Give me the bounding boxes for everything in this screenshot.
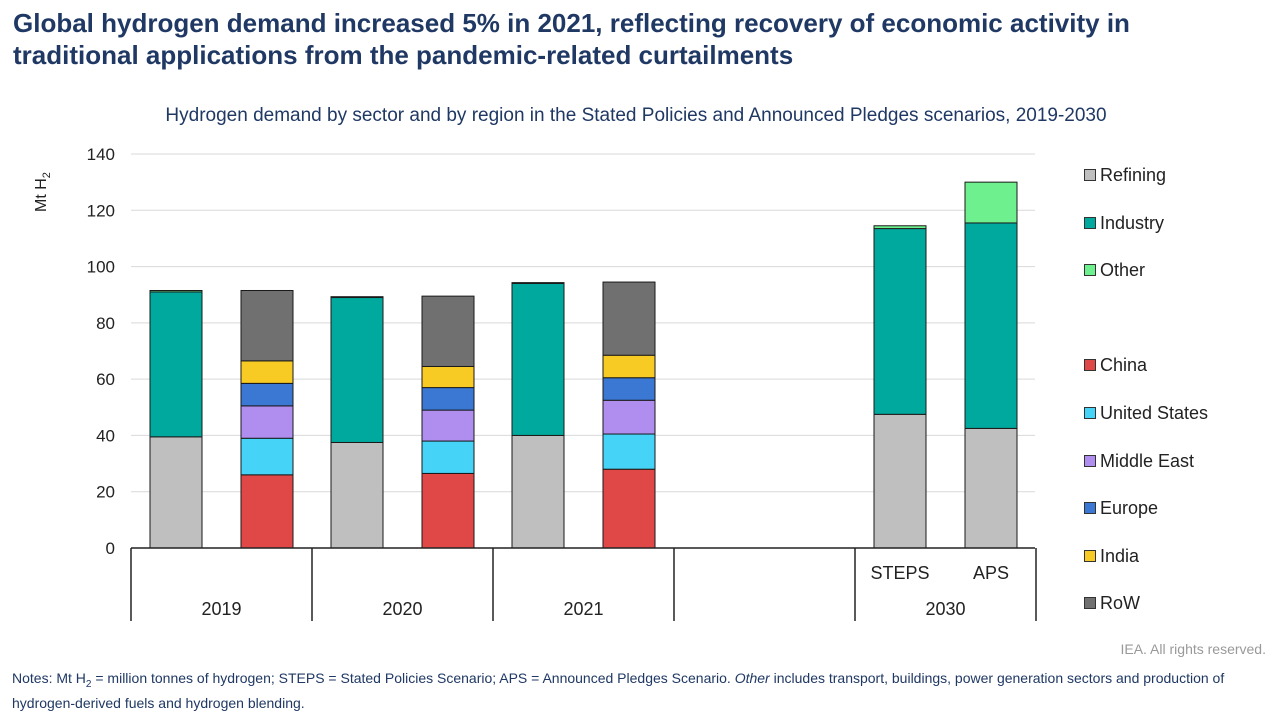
bar-segment-industry (511, 282, 565, 436)
bar-segment-refining (149, 436, 203, 549)
bar-segment-row (421, 295, 475, 367)
legend-label: United States (1100, 402, 1209, 423)
bar-segment-industry (964, 222, 1018, 429)
legend-swatch (1084, 264, 1096, 276)
bar-segment-other (873, 225, 927, 230)
notes-mid: = million tonnes of hydrogen; STEPS = St… (91, 670, 735, 686)
legend-label: India (1100, 545, 1140, 566)
legend-item: Middle East (1084, 450, 1264, 472)
bar-segment-industry (149, 291, 203, 438)
y-tick-label: 120 (87, 201, 115, 220)
bar-segment-china (240, 474, 294, 549)
legend-item: United States (1084, 402, 1264, 424)
legend-label: Refining (1100, 164, 1167, 185)
bar-segment-india (602, 354, 656, 379)
legend-label: Industry (1100, 212, 1165, 233)
bar-segment-other (964, 181, 1018, 224)
chart-title: Hydrogen demand by sector and by region … (165, 105, 1107, 126)
legend-item: Europe (1084, 497, 1264, 519)
notes-italic: Other (734, 670, 770, 686)
bar-segment-industry (330, 297, 384, 443)
legend-item: China (1084, 354, 1264, 376)
legend-swatch (1084, 359, 1096, 371)
bar-segment-europe (240, 382, 294, 407)
notes: Notes: Mt H2 = million tonnes of hydroge… (12, 669, 1267, 712)
y-tick-label: 60 (96, 370, 115, 389)
headline: Global hydrogen demand increased 5% in 2… (13, 8, 1130, 70)
legend-label: Other (1100, 259, 1146, 280)
bar-segment-china (602, 468, 656, 549)
notes-subscript: 2 (85, 678, 92, 690)
legend-swatch (1084, 502, 1096, 514)
legend-item: Refining (1084, 164, 1264, 186)
bar-segment-other (511, 282, 565, 284)
legend-swatch (1084, 550, 1096, 562)
rights-notice: IEA. All rights reserved. (1120, 641, 1266, 657)
x-category-label: 2021 (563, 599, 603, 619)
legend-item: Industry (1084, 212, 1264, 234)
legend-label: RoW (1100, 592, 1140, 613)
x-category-label: 2030 (925, 599, 965, 619)
bar-label: STEPS (870, 563, 929, 583)
x-category-label: 2019 (201, 599, 241, 619)
bar-label: APS (973, 563, 1009, 583)
legend-label: Europe (1100, 497, 1159, 518)
bar-segment-india (240, 360, 294, 384)
legend-swatch (1084, 217, 1096, 229)
bar-segment-middle-east (240, 405, 294, 439)
bar-segment-united-states (240, 437, 294, 476)
bar-segment-europe (602, 377, 656, 401)
bar-segment-row (602, 281, 656, 356)
bar-segment-other (330, 296, 384, 299)
legend-swatch (1084, 169, 1096, 181)
x-category-label: 2020 (382, 599, 422, 619)
bar-segment-china (421, 472, 475, 549)
y-tick-label: 140 (87, 145, 115, 164)
legend-swatch (1084, 407, 1096, 419)
y-tick-label: 100 (87, 258, 115, 277)
bar-segment-united-states (602, 433, 656, 470)
legend-item: India (1084, 545, 1264, 567)
y-tick-label: 40 (96, 426, 115, 445)
bar-segment-europe (421, 387, 475, 411)
legend-label: China (1100, 354, 1148, 375)
legend-swatch (1084, 597, 1096, 609)
y-tick-label: 0 (106, 539, 115, 558)
legend-label: Middle East (1100, 450, 1195, 471)
bar-segment-refining (873, 413, 927, 549)
bar-segment-middle-east (421, 409, 475, 442)
y-axis-label: Mt H2 (33, 172, 53, 212)
legend-item: Other (1084, 259, 1264, 281)
bar-segment-industry (873, 228, 927, 415)
bar-segment-refining (511, 434, 565, 549)
legend-item: RoW (1084, 592, 1264, 614)
y-tick-label: 80 (96, 314, 115, 333)
bar-segment-middle-east (602, 399, 656, 435)
bar-segment-refining (964, 427, 1018, 549)
notes-suffix: includes transport, buildings, power gen… (12, 670, 1225, 711)
bar-segment-other (149, 289, 203, 293)
legend-swatch (1084, 455, 1096, 467)
bar-segment-row (240, 289, 294, 362)
bar-segment-refining (330, 441, 384, 549)
notes-prefix: Notes: Mt H (12, 670, 86, 686)
y-tick-label: 20 (96, 483, 115, 502)
bar-segment-india (421, 365, 475, 389)
bar-segment-united-states (421, 440, 475, 474)
